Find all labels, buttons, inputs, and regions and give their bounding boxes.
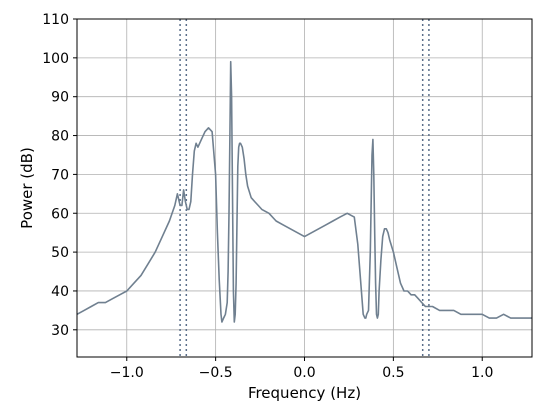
y-tick-label: 90 [51, 90, 69, 106]
x-tick-label: 1.0 [471, 365, 493, 381]
vertical-markers [179, 19, 430, 357]
y-tick-label: 100 [42, 51, 69, 67]
series-group [76, 60, 532, 323]
y-tick-label: 40 [51, 284, 69, 300]
x-tick-label: 0.0 [293, 365, 315, 381]
x-axis-label: Frequency (Hz) [248, 384, 361, 402]
y-tick-label: 80 [51, 129, 69, 145]
y-ticks: 30 40 50 60 70 80 90 100 110 [42, 12, 77, 339]
x-tick-label: −1.0 [110, 365, 144, 381]
power-spectrum-line [76, 60, 532, 323]
y-tick-label: 50 [51, 245, 69, 261]
y-axis-label: Power (dB) [18, 147, 36, 229]
y-tick-label: 70 [51, 167, 69, 183]
y-tick-label: 110 [42, 12, 69, 28]
x-ticks: −1.0 −0.5 0.0 0.5 1.0 [110, 357, 493, 381]
grid [77, 18, 532, 357]
x-tick-label: −0.5 [199, 365, 233, 381]
x-tick-label: 0.5 [382, 365, 404, 381]
y-tick-label: 60 [51, 206, 69, 222]
y-tick-label: 30 [51, 323, 69, 339]
